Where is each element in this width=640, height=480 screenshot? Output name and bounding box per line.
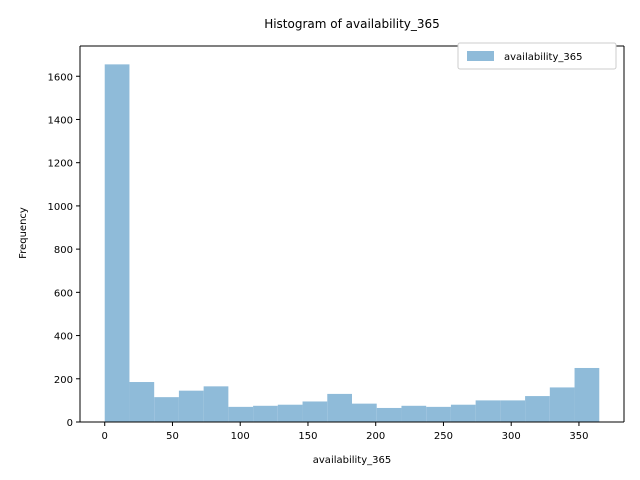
y-tick-label: 1600 bbox=[48, 72, 73, 83]
histogram-bar bbox=[525, 396, 550, 422]
histogram-bar bbox=[376, 407, 402, 422]
y-tick-label: 400 bbox=[54, 332, 73, 343]
x-tick-label: 200 bbox=[366, 431, 385, 442]
y-tick-label: 1200 bbox=[48, 159, 73, 170]
histogram-bar bbox=[401, 405, 427, 422]
histogram-bar bbox=[228, 406, 254, 422]
histogram-bar bbox=[450, 404, 476, 422]
y-tick-label: 600 bbox=[54, 288, 73, 299]
x-tick-label: 300 bbox=[502, 431, 521, 442]
y-tick-label: 1000 bbox=[48, 202, 73, 213]
histogram-bar bbox=[352, 403, 377, 422]
histogram-bar bbox=[475, 400, 501, 422]
legend: availability_365 bbox=[457, 42, 617, 70]
histogram-bar bbox=[203, 386, 229, 422]
histogram-bar bbox=[104, 64, 130, 423]
y-tick-label: 200 bbox=[54, 375, 73, 386]
x-tick-label: 350 bbox=[569, 431, 588, 442]
chart-title: Histogram of availability_365 bbox=[264, 17, 440, 31]
y-axis-label: Frequency bbox=[18, 207, 29, 259]
histogram-bar bbox=[253, 405, 278, 422]
bars-layer bbox=[104, 64, 600, 423]
y-tick-label: 800 bbox=[54, 245, 73, 256]
x-tick-label: 100 bbox=[231, 431, 250, 442]
histogram-bar bbox=[500, 400, 526, 422]
x-tick-label: 50 bbox=[166, 431, 179, 442]
histogram-bar bbox=[178, 390, 204, 422]
legend-label: availability_365 bbox=[504, 52, 582, 63]
x-axis-label: availability_365 bbox=[313, 455, 391, 466]
x-tick-label: 0 bbox=[102, 431, 108, 442]
histogram-bar bbox=[426, 406, 451, 422]
histogram-bar bbox=[549, 387, 575, 422]
legend-frame bbox=[457, 42, 617, 70]
histogram-bar bbox=[277, 404, 303, 422]
histogram-bar bbox=[302, 401, 328, 422]
histogram-bar bbox=[129, 382, 155, 422]
y-tick-label: 0 bbox=[67, 418, 73, 429]
x-tick-label: 150 bbox=[298, 431, 317, 442]
histogram-bar bbox=[574, 367, 600, 422]
x-tick-label: 250 bbox=[434, 431, 453, 442]
histogram-bar bbox=[154, 397, 179, 422]
histogram-bar bbox=[327, 393, 352, 422]
y-tick-label: 1400 bbox=[48, 115, 73, 126]
legend-swatch bbox=[467, 51, 494, 61]
